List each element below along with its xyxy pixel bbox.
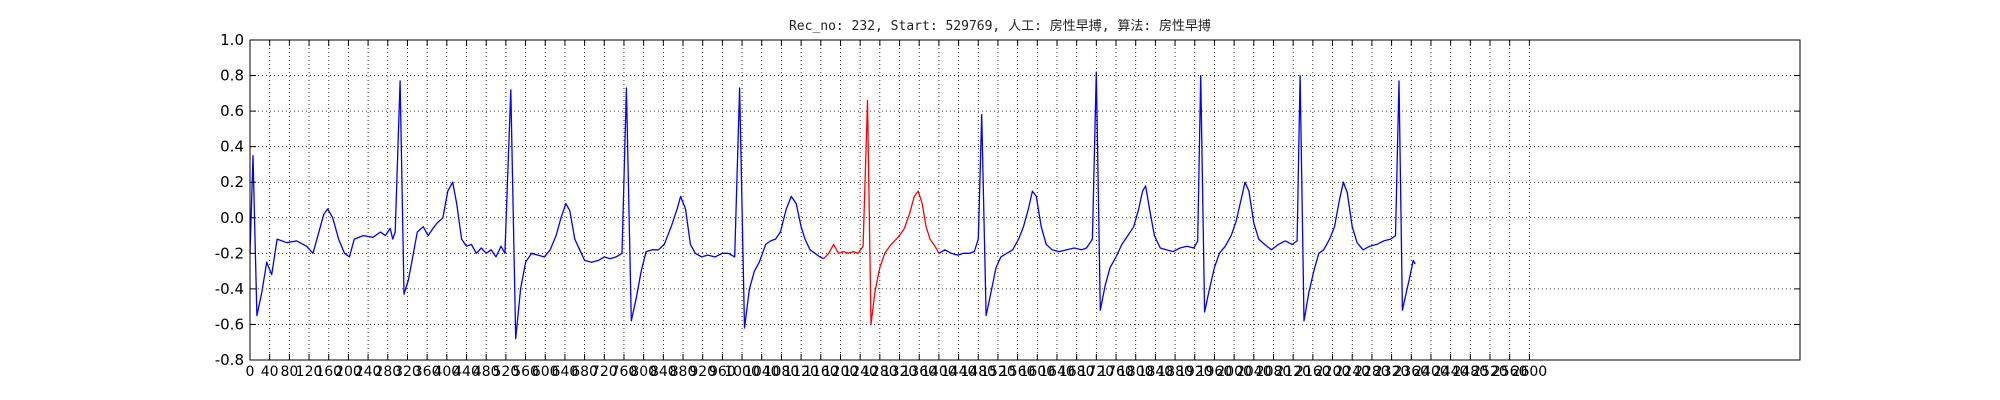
x-axis: 0 40 8012016020024028032036040044048052056… bbox=[246, 40, 1548, 380]
x-tick-label: 1640 bbox=[1039, 364, 1075, 380]
x-tick-label: 280 bbox=[374, 364, 401, 380]
x-tick-label: 720 bbox=[591, 364, 618, 380]
x-tick-label: 80 bbox=[280, 364, 298, 380]
x-tick-label: 2560 bbox=[1492, 364, 1528, 380]
x-tick-label: 2040 bbox=[1236, 364, 1272, 380]
x-tick-label: 600 bbox=[532, 364, 559, 380]
y-tick-label: -0.2 bbox=[215, 244, 244, 262]
x-tick-label: 1080 bbox=[764, 364, 800, 380]
x-tick-label: 1560 bbox=[1000, 364, 1036, 380]
chart-title: Rec_no: 232, Start: 529769, 人工: 房性早搏, 算法… bbox=[789, 18, 1211, 34]
x-tick-label: 440 bbox=[453, 364, 480, 380]
x-tick-label: 320 bbox=[394, 364, 421, 380]
x-tick-label: 1600 bbox=[1019, 364, 1055, 380]
x-tick-label: 160 bbox=[315, 364, 342, 380]
ecg-trace bbox=[249, 71, 1416, 340]
x-tick-label: 1680 bbox=[1059, 364, 1095, 380]
x-tick-label: 1360 bbox=[901, 364, 937, 380]
x-tick-label: 1280 bbox=[862, 364, 898, 380]
x-tick-label: 640 bbox=[552, 364, 579, 380]
x-tick-label: 1920 bbox=[1177, 364, 1213, 380]
y-tick-label: 0.2 bbox=[220, 173, 244, 191]
x-tick-label: 1000 bbox=[724, 364, 760, 380]
x-tick-label: 1120 bbox=[783, 364, 819, 380]
x-tick-label: 1520 bbox=[980, 364, 1016, 380]
x-tick-label: 880 bbox=[670, 364, 697, 380]
x-tick-label: 1720 bbox=[1079, 364, 1115, 380]
x-tick-label: 2360 bbox=[1393, 364, 1429, 380]
x-tick-label: 920 bbox=[689, 364, 716, 380]
x-tick-label: 1400 bbox=[921, 364, 957, 380]
y-tick-label: 1.0 bbox=[220, 31, 244, 49]
x-tick-label: 560 bbox=[512, 364, 539, 380]
y-tick-label: -0.6 bbox=[215, 315, 244, 333]
y-tick-label: 0.4 bbox=[220, 138, 244, 156]
x-tick-label: 40 bbox=[261, 364, 279, 380]
x-tick-label: 200 bbox=[335, 364, 362, 380]
x-tick-label: 2440 bbox=[1433, 364, 1469, 380]
y-tick-label: 0.8 bbox=[220, 67, 244, 85]
highlighted-beat-line bbox=[823, 99, 940, 326]
x-tick-label: 2480 bbox=[1452, 364, 1488, 380]
x-tick-label: 2320 bbox=[1374, 364, 1410, 380]
y-tick-label: -0.4 bbox=[215, 280, 244, 298]
x-tick-label: 2280 bbox=[1354, 364, 1390, 380]
x-tick-label: 800 bbox=[630, 364, 657, 380]
x-tick-label: 1760 bbox=[1098, 364, 1134, 380]
x-tick-label: 480 bbox=[473, 364, 500, 380]
x-tick-label: 2200 bbox=[1315, 364, 1351, 380]
x-tick-label: 520 bbox=[493, 364, 520, 380]
ecg-series-line bbox=[938, 71, 1416, 322]
x-tick-label: 1240 bbox=[842, 364, 878, 380]
x-tick-label: 2400 bbox=[1413, 364, 1449, 380]
x-tick-label: 1960 bbox=[1197, 364, 1233, 380]
x-tick-label: 2000 bbox=[1216, 364, 1252, 380]
x-tick-label: 1320 bbox=[882, 364, 918, 380]
x-tick-label: 1480 bbox=[960, 364, 996, 380]
x-tick-label: 2120 bbox=[1275, 364, 1311, 380]
x-tick-label: 360 bbox=[414, 364, 441, 380]
x-tick-label: 1040 bbox=[744, 364, 780, 380]
y-axis: -0.8 -0.6 -0.4 -0.2 0.0 0.2 0.4 0.6 0.8 1.0 bbox=[215, 31, 1800, 369]
x-tick-label: 240 bbox=[355, 364, 382, 380]
x-tick-label: 760 bbox=[611, 364, 638, 380]
y-tick-label: 0.6 bbox=[220, 102, 244, 120]
x-tick-label: 1200 bbox=[823, 364, 859, 380]
x-tick-label: 1880 bbox=[1157, 364, 1193, 380]
plot-frame bbox=[249, 39, 1801, 361]
x-tick-label: 840 bbox=[650, 364, 677, 380]
x-tick-label: 2240 bbox=[1334, 364, 1370, 380]
y-tick-label: -0.8 bbox=[215, 351, 244, 369]
ecg-series-line bbox=[249, 80, 824, 340]
x-tick-label: 960 bbox=[709, 364, 736, 380]
x-tick-label: 2520 bbox=[1472, 364, 1508, 380]
x-tick-label: 400 bbox=[433, 364, 460, 380]
x-tick-label: 1800 bbox=[1118, 364, 1154, 380]
x-tick-label: 1160 bbox=[803, 364, 839, 380]
x-tick-label: 1440 bbox=[941, 364, 977, 380]
x-tick-label: 2600 bbox=[1512, 364, 1548, 380]
y-tick-label: 0.0 bbox=[220, 209, 244, 227]
x-tick-label: 680 bbox=[571, 364, 598, 380]
x-tick-label: 2160 bbox=[1295, 364, 1331, 380]
x-tick-label: 1840 bbox=[1138, 364, 1174, 380]
x-tick-label: 2080 bbox=[1256, 364, 1292, 380]
x-tick-label: 0 bbox=[246, 364, 255, 380]
x-tick-label: 120 bbox=[296, 364, 323, 380]
